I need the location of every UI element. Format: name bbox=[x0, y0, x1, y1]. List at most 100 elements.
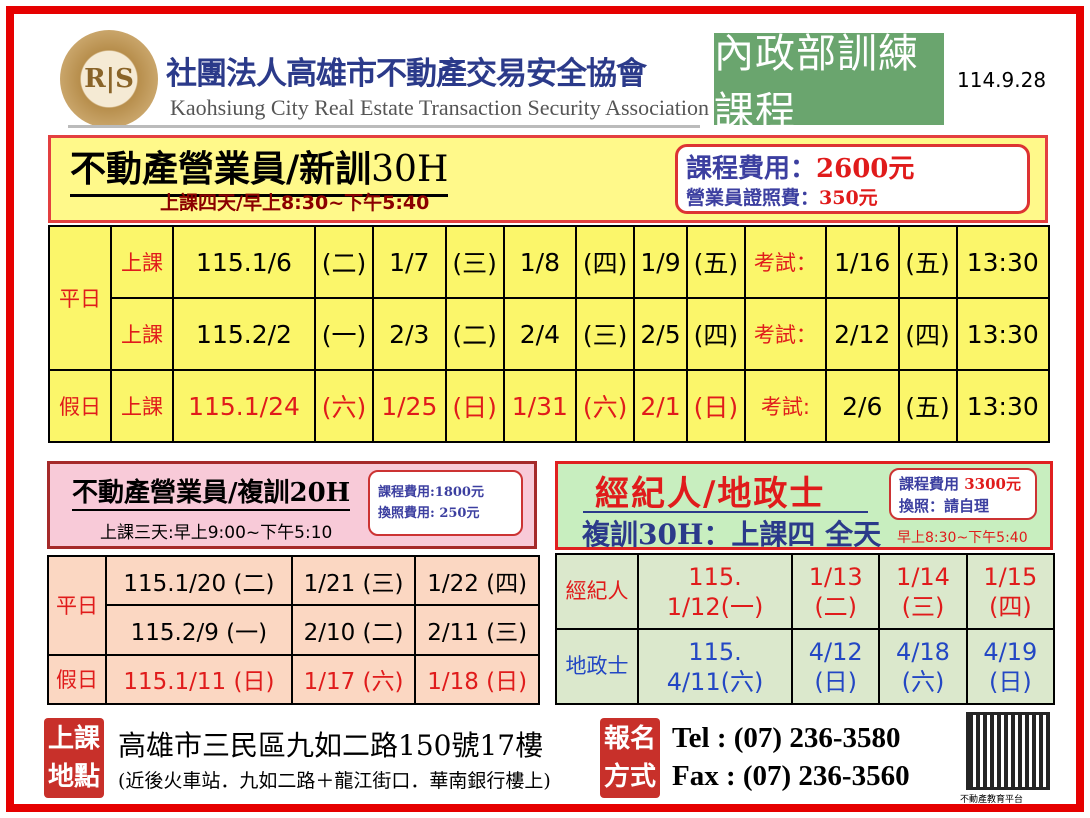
date-cell: 1/17 (六) bbox=[290, 653, 417, 706]
org-name-en: Kaohsiung City Real Estate Transaction S… bbox=[170, 95, 709, 120]
date-cell: 2/11 (三) bbox=[414, 604, 540, 656]
agent-time: 早上8:30~下午5:40 bbox=[897, 530, 1028, 546]
date-cell: 1/21 (三) bbox=[290, 554, 417, 607]
table-row: 地政士 115. 4/11(六) 4/12 (日) 4/18 (六) 4/19 (日) bbox=[555, 628, 1056, 705]
date-cell: 2/3 bbox=[372, 297, 447, 371]
weekday-cell: (四) bbox=[685, 297, 746, 371]
weekday-cell: (一) bbox=[313, 297, 375, 371]
weekday-cell: (二) bbox=[313, 225, 375, 299]
date-cell: 1/8 bbox=[502, 225, 578, 299]
new-course-title: 不動產營業員/新訓30H bbox=[70, 140, 449, 197]
weekday-cell: (三) bbox=[575, 297, 636, 371]
date-cell: 2/4 bbox=[502, 297, 578, 371]
issue-date: 114.9.28 bbox=[957, 68, 1047, 92]
date-cell: 2/5 bbox=[633, 297, 688, 371]
date-cell: 1/25 bbox=[372, 369, 447, 443]
weekday-cell: (日) bbox=[685, 369, 746, 443]
signup-tag: 報名 方式 bbox=[600, 718, 660, 798]
exam-date: (五) bbox=[897, 225, 958, 299]
agent-schedule-table: 經紀人 115. 1/12(一) 1/13 (二) 1/14 (三) 1/15 (四) 地… bbox=[555, 553, 1056, 705]
course-fee: 課程費用：2600元 bbox=[686, 154, 915, 184]
telephone: Tel : (07) 236-3580 bbox=[672, 722, 901, 754]
exam-date: 2/12 bbox=[824, 297, 900, 371]
divider bbox=[68, 125, 700, 128]
location-tag: 上課 地點 bbox=[44, 718, 104, 798]
divider bbox=[583, 511, 868, 513]
weekday-cell: (六) bbox=[313, 369, 375, 443]
address-note: (近後火車站．九如二路＋龍江街口．華南銀行樓上) bbox=[118, 770, 551, 792]
date-cell: 1/15 (四) bbox=[965, 553, 1056, 630]
table-row: 平日 上課 115.1/6 (二) 1/7 (三) 1/8 (四) 1/9 (五) 考試： 1/16(… bbox=[48, 225, 1051, 371]
session-label: 上課 bbox=[110, 225, 174, 299]
row-group-label: 地政士 bbox=[555, 628, 639, 705]
table-row: 經紀人 115. 1/12(一) 1/13 (二) 1/14 (三) 1/15 (四) bbox=[555, 553, 1056, 630]
date-cell: 115.1/11 (日) bbox=[105, 653, 293, 706]
session-label: 上課 bbox=[110, 297, 174, 371]
session-label: 上課 bbox=[110, 369, 174, 443]
fax: Fax : (07) 236-3560 bbox=[672, 760, 910, 792]
date-cell: 1/7 bbox=[372, 225, 447, 299]
refresher-title: 不動產營業員/複訓20H bbox=[72, 472, 351, 511]
exam-date: (五) bbox=[897, 369, 958, 443]
row-group-label: 假日 bbox=[47, 653, 107, 706]
table-row: 平日 115.1/20 (二) 1/21 (三) 1/22 (四) bbox=[47, 554, 540, 656]
date-cell: 4/18 (六) bbox=[878, 628, 968, 705]
exam-date: 1/16 bbox=[824, 225, 900, 299]
exam-date: (四) bbox=[897, 297, 958, 371]
date-cell: 1/13 (二) bbox=[791, 553, 881, 630]
date-cell: 115. 4/11(六) bbox=[636, 628, 794, 705]
date-cell: 115.1/6 bbox=[172, 225, 316, 299]
license-fee: 營業員證照費：350元 bbox=[686, 187, 878, 209]
row-group-label: 假日 bbox=[48, 369, 112, 443]
agent-fee-box: 課程費用 3300元 換照：請自理 bbox=[889, 468, 1037, 520]
agent-subtitle: 複訓30H：上課四 全天 bbox=[582, 518, 882, 551]
date-cell: 1/9 bbox=[633, 225, 688, 299]
new-course-schedule: 上課四天/早上8:30~下午5:40 bbox=[160, 192, 430, 214]
weekday-cell: (六) bbox=[575, 369, 636, 443]
exam-date: 2/6 bbox=[824, 369, 900, 443]
date-cell: 2/1 bbox=[633, 369, 688, 443]
exam-time: 13:30 bbox=[955, 225, 1051, 299]
weekday-cell: (三) bbox=[444, 225, 505, 299]
refresher-schedule-table: 平日 115.1/20 (二) 1/21 (三) 1/22 (四) 115.2/9 (一… bbox=[47, 554, 540, 706]
date-cell: 4/19 (日) bbox=[965, 628, 1056, 705]
course-badge: 內政部訓練課程 bbox=[714, 31, 944, 135]
row-group-label: 經紀人 bbox=[555, 553, 639, 630]
date-cell: 115.1/24 bbox=[172, 369, 316, 443]
weekday-cell: (二) bbox=[444, 297, 505, 371]
weekday-cell: (日) bbox=[444, 369, 505, 443]
exam-label: 考試: bbox=[743, 369, 827, 443]
new-course-schedule-table: 平日 上課 115.1/6 (二) 1/7 (三) 1/8 (四) 1/9 (五) 考試： 1/16(… bbox=[48, 225, 1051, 443]
date-cell: 115.2/9 (一) bbox=[105, 604, 293, 656]
date-cell: 1/18 (日) bbox=[414, 653, 540, 706]
date-cell: 1/22 (四) bbox=[414, 554, 540, 607]
qr-caption: 不動產教育平台 bbox=[960, 795, 1024, 805]
date-cell: 115.1/20 (二) bbox=[105, 554, 293, 607]
date-cell: 4/12 (日) bbox=[791, 628, 881, 705]
date-cell: 1/14 (三) bbox=[878, 553, 968, 630]
association-logo: R|S bbox=[60, 30, 158, 128]
poster-frame bbox=[6, 6, 1084, 812]
address: 高雄市三民區九如二路150號17樓 bbox=[118, 729, 544, 762]
org-name-cn: 社團法人高雄市不動產交易安全協會 bbox=[166, 56, 647, 92]
exam-label: 考試： bbox=[743, 297, 827, 371]
qr-code[interactable] bbox=[966, 712, 1050, 790]
exam-time: 13:30 bbox=[955, 297, 1051, 371]
weekday-cell: (五) bbox=[685, 225, 746, 299]
exam-time: 13:30 bbox=[955, 369, 1051, 443]
table-row: 115.2/9 (一) 2/10 (二) 2/11 (三) bbox=[48, 604, 540, 656]
table-row: 假日 上課 115.1/24 (六) 1/25 (日) 1/31 (六) 2/1 (日) 考試: 2/… bbox=[48, 369, 1051, 443]
date-cell: 1/31 bbox=[502, 369, 578, 443]
fee-box bbox=[675, 144, 1030, 214]
table-row: 上課 115.2/2 (一) 2/3 (二) 2/4 (三) 2/5 (四) 考試： 2/12 (四)… bbox=[49, 297, 1051, 371]
row-group-label: 平日 bbox=[48, 225, 112, 371]
refresher-fee-box: 課程費用:1800元 換照費用: 250元 bbox=[368, 470, 523, 536]
exam-label: 考試： bbox=[743, 225, 827, 299]
table-row: 假日 115.1/11 (日) 1/17 (六) 1/18 (日) bbox=[47, 653, 540, 706]
date-cell: 115. 1/12(一) bbox=[636, 553, 794, 630]
refresher-schedule: 上課三天:早上9:00~下午5:10 bbox=[100, 523, 333, 543]
date-cell: 2/10 (二) bbox=[290, 604, 417, 656]
date-cell: 115.2/2 bbox=[172, 297, 316, 371]
row-group-label: 平日 bbox=[47, 555, 107, 656]
weekday-cell: (四) bbox=[575, 225, 636, 299]
